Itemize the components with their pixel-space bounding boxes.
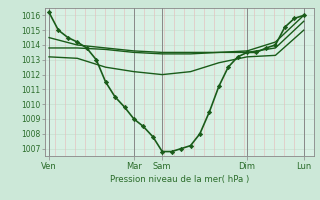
X-axis label: Pression niveau de la mer( hPa ): Pression niveau de la mer( hPa ) xyxy=(109,175,249,184)
